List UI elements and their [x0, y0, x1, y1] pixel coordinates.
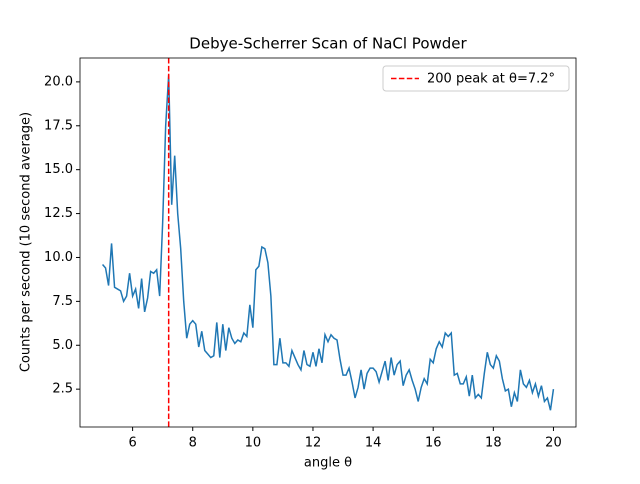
- x-tick-label: 18: [485, 436, 502, 451]
- y-tick-label: 15.0: [44, 162, 73, 177]
- x-tick-label: 14: [365, 436, 382, 451]
- y-tick-label: 5.0: [52, 338, 73, 353]
- y-tick-label: 10.0: [44, 250, 73, 265]
- x-axis-label: angle θ: [304, 456, 352, 471]
- x-tick-label: 6: [128, 436, 136, 451]
- y-tick-label: 7.5: [52, 294, 73, 309]
- y-tick-label: 20.0: [44, 74, 73, 89]
- x-tick-label: 20: [545, 436, 562, 451]
- legend-label: 200 peak at θ=7.2°: [427, 72, 555, 87]
- y-tick-label: 12.5: [44, 206, 73, 221]
- chart-title: Debye-Scherrer Scan of NaCl Powder: [189, 35, 467, 53]
- y-tick-label: 17.5: [44, 118, 73, 133]
- x-tick-label: 10: [245, 436, 262, 451]
- plot-frame: [79, 57, 577, 428]
- y-axis-label: Counts per second (10 second average): [19, 112, 34, 372]
- x-tick-label: 12: [305, 436, 322, 451]
- data-line: [101, 74, 555, 411]
- y-tick-label: 2.5: [52, 382, 73, 397]
- x-tick-label: 8: [189, 436, 197, 451]
- x-tick-label: 16: [425, 436, 442, 451]
- legend-box: [382, 65, 570, 92]
